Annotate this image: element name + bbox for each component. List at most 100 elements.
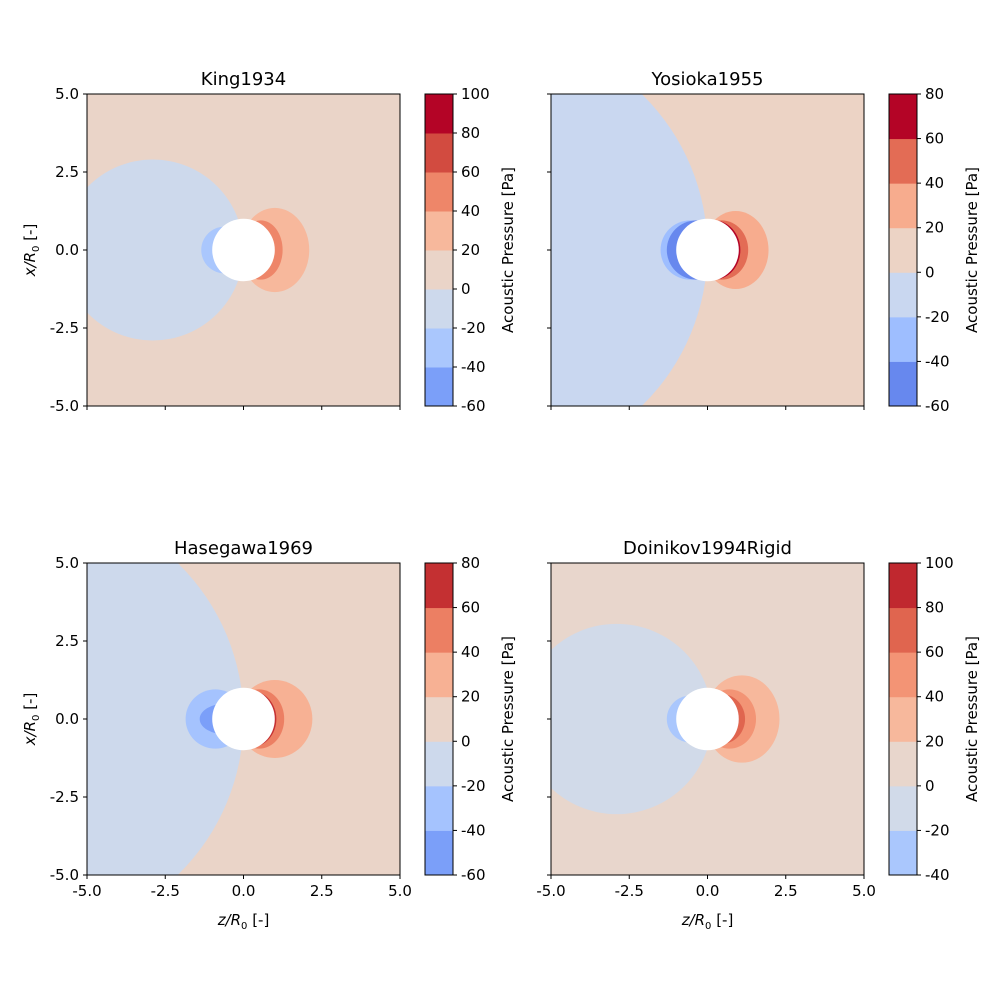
contour-field: [87, 563, 400, 875]
colorbar-frame: [424, 562, 454, 876]
colorbar-segment: [889, 316, 917, 362]
plot-title: King1934: [201, 69, 286, 90]
colorbar-tick-label: 80: [925, 599, 944, 617]
colorbar-segment: [425, 211, 453, 251]
colorbar-tick-label: -40: [925, 352, 950, 370]
y-tick-label: 0.0: [55, 710, 79, 728]
y-tick-label: -2.5: [50, 788, 79, 806]
x-axis-label: z/R0 [-]: [217, 911, 270, 932]
colorbar-segment: [425, 741, 453, 787]
contour-region-1: [551, 623, 713, 815]
colorbar-segment: [425, 830, 453, 876]
particle-hole: [676, 687, 739, 751]
colorbar-tick-label: 20: [461, 688, 480, 706]
colorbar-segment: [889, 138, 917, 184]
colorbar-segment: [425, 133, 453, 173]
colorbar-label: Acoustic Pressure [Pa]: [963, 636, 981, 802]
colorbar-segment: [889, 94, 917, 140]
colorbar: -60 -40 -20 0 20 40 60 80 100 Acoustic Pressure […: [424, 85, 517, 415]
y-tick-label: 5.0: [55, 554, 79, 572]
colorbar-label: Acoustic Pressure [Pa]: [499, 636, 517, 802]
colorbar-label: Acoustic Pressure [Pa]: [499, 167, 517, 333]
colorbar-tick-label: -60: [461, 397, 486, 415]
x-tick-label: -2.5: [151, 882, 180, 900]
x-tick-label: 5.0: [852, 882, 876, 900]
colorbar-tick-label: -40: [925, 866, 950, 884]
colorbar-segment: [889, 830, 917, 876]
contour-region-1: [551, 94, 708, 406]
y-tick-label: -5.0: [50, 397, 79, 415]
colorbar-segment: [889, 227, 917, 273]
colorbar-tick-label: 60: [461, 599, 480, 617]
colorbar: -60 -40 -20 0 20 40 60 80 Acoustic Pressure [Pa]: [424, 554, 517, 884]
contour-field: [87, 94, 400, 406]
colorbar-tick-label: -20: [461, 319, 486, 337]
colorbar-segment: [889, 272, 917, 318]
colorbar-tick-label: 20: [461, 241, 480, 259]
colorbar-segment: [425, 652, 453, 698]
particle-hole: [212, 218, 275, 282]
colorbar-segment: [889, 607, 917, 653]
colorbar-segment: [425, 328, 453, 368]
colorbar-segment: [425, 289, 453, 329]
y-axis-label: x/R0 [-]: [21, 224, 42, 278]
colorbar-segment: [889, 563, 917, 609]
colorbar-tick-label: -60: [461, 866, 486, 884]
y-tick-label: 2.5: [55, 632, 79, 650]
colorbar-tick-label: -40: [461, 821, 486, 839]
colorbar-label: Acoustic Pressure [Pa]: [963, 167, 981, 333]
plot-title: Yosioka1955: [651, 69, 764, 90]
x-tick-label: 2.5: [774, 882, 798, 900]
colorbar-tick-label: 60: [925, 643, 944, 661]
x-tick-label: -5.0: [72, 882, 101, 900]
x-tick-label: -2.5: [615, 882, 644, 900]
colorbar-tick-label: 80: [461, 554, 480, 572]
colorbar-frame: [888, 93, 918, 407]
contour-field: [551, 94, 864, 406]
colorbar-tick-label: 0: [925, 777, 935, 795]
colorbar-tick-label: 100: [925, 554, 954, 572]
subplot-4: Doinikov1994Rigid -5.0 -2.5 0.0 2.5 5.0 z/R0 […: [536, 538, 981, 932]
plot-title: Doinikov1994Rigid: [623, 538, 792, 559]
particle-hole: [212, 687, 275, 751]
colorbar-tick-label: 40: [461, 202, 480, 220]
colorbar-segment: [425, 172, 453, 212]
colorbar-segment: [425, 785, 453, 831]
colorbar-tick-label: 100: [461, 85, 490, 103]
colorbar: -40 -20 0 20 40 60 80 100 Acoustic Pressure [Pa]: [888, 554, 981, 884]
y-tick-label: 0.0: [55, 241, 79, 259]
colorbar-segment: [889, 652, 917, 698]
colorbar-segment: [889, 741, 917, 787]
colorbar-tick-label: 0: [461, 732, 471, 750]
colorbar-frame: [888, 562, 918, 876]
colorbar-tick-label: 60: [461, 163, 480, 181]
colorbar: -60 -40 -20 0 20 40 60 80 Acoustic Pressure [Pa]: [888, 85, 981, 415]
colorbar-segment: [889, 361, 917, 407]
contour-region-1: [87, 563, 244, 875]
colorbar-segment: [425, 696, 453, 742]
subplot-2: Yosioka1955 -60 -40 -20 0 20 40 60 80 Acoustic Pr…: [547, 69, 981, 415]
colorbar-tick-label: -20: [925, 308, 950, 326]
y-axis-label: x/R0 [-]: [21, 693, 42, 747]
colorbar-segment: [425, 94, 453, 134]
colorbar-segment: [425, 563, 453, 609]
contour-field: [551, 563, 864, 875]
x-tick-label: 5.0: [388, 882, 412, 900]
colorbar-segment: [425, 367, 453, 407]
x-tick-label: 2.5: [310, 882, 334, 900]
colorbar-tick-label: -20: [461, 777, 486, 795]
colorbar-segment: [889, 696, 917, 742]
x-tick-label: -5.0: [536, 882, 565, 900]
colorbar-tick-label: 20: [925, 219, 944, 237]
colorbar-tick-label: 0: [461, 280, 471, 298]
subplot-3: Hasegawa1969 -5.0 -2.5 0.0 2.5 5.0 5.0 2.5 0.0 -2…: [21, 538, 517, 932]
y-tick-label: 2.5: [55, 163, 79, 181]
y-tick-label: -2.5: [50, 319, 79, 337]
particle-hole: [676, 218, 739, 282]
colorbar-segment: [425, 607, 453, 653]
x-tick-label: 0.0: [696, 882, 720, 900]
colorbar-tick-label: 0: [925, 263, 935, 281]
colorbar-tick-label: -20: [925, 821, 950, 839]
colorbar-tick-label: -40: [461, 358, 486, 376]
